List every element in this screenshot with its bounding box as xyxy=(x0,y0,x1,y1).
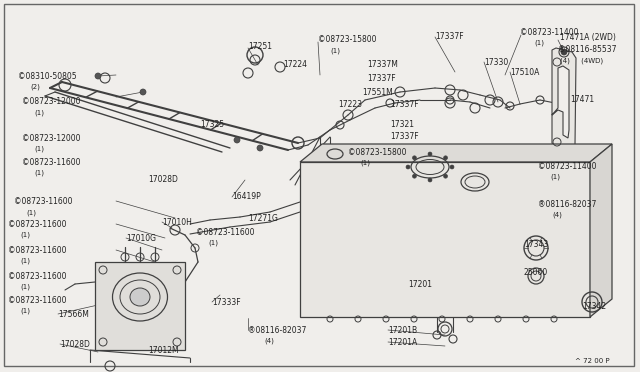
Circle shape xyxy=(95,73,101,79)
Circle shape xyxy=(428,152,432,156)
Text: 17012M: 17012M xyxy=(148,346,179,355)
Text: (4): (4) xyxy=(264,338,274,344)
Text: ©08723-11600: ©08723-11600 xyxy=(8,220,67,229)
Circle shape xyxy=(450,165,454,169)
Text: (1): (1) xyxy=(34,146,44,153)
Circle shape xyxy=(444,156,447,160)
Text: (4): (4) xyxy=(552,212,562,218)
Text: ®08116-82037: ®08116-82037 xyxy=(248,326,307,335)
Text: ©08723-11400: ©08723-11400 xyxy=(538,162,596,171)
Circle shape xyxy=(140,89,146,95)
Text: 17325: 17325 xyxy=(200,120,224,129)
Text: (1): (1) xyxy=(34,170,44,176)
Polygon shape xyxy=(300,162,590,317)
Text: 17510A: 17510A xyxy=(510,68,540,77)
Text: (1): (1) xyxy=(208,240,218,247)
Text: ©08723-11600: ©08723-11600 xyxy=(196,228,255,237)
Text: 17321: 17321 xyxy=(390,120,414,129)
Circle shape xyxy=(406,165,410,169)
Text: ®08116-82037: ®08116-82037 xyxy=(538,200,596,209)
Polygon shape xyxy=(300,144,612,162)
Text: 17330: 17330 xyxy=(484,58,508,67)
Text: 17342: 17342 xyxy=(582,302,606,311)
Text: (1): (1) xyxy=(26,209,36,215)
Text: (1): (1) xyxy=(20,284,30,291)
Text: 16419P: 16419P xyxy=(232,192,260,201)
Circle shape xyxy=(234,137,240,143)
Text: 17333F: 17333F xyxy=(212,298,241,307)
Text: (1): (1) xyxy=(34,109,44,115)
Text: 17251: 17251 xyxy=(248,42,272,51)
Text: ©08723-11600: ©08723-11600 xyxy=(8,272,67,281)
Text: 17028D: 17028D xyxy=(148,175,178,184)
Polygon shape xyxy=(95,262,185,350)
Text: ©08723-12000: ©08723-12000 xyxy=(22,97,81,106)
Text: ©08723-11600: ©08723-11600 xyxy=(14,197,72,206)
Text: 17224: 17224 xyxy=(283,60,307,69)
Text: 17028D: 17028D xyxy=(60,340,90,349)
Text: 17337M: 17337M xyxy=(367,60,398,69)
Circle shape xyxy=(412,174,417,178)
Text: 17471: 17471 xyxy=(570,95,594,104)
Text: 17201: 17201 xyxy=(408,280,432,289)
Circle shape xyxy=(257,145,263,151)
Text: ©08723-11400: ©08723-11400 xyxy=(520,28,579,37)
Text: ©08723-15800: ©08723-15800 xyxy=(318,35,376,44)
Text: ©08723-15800: ©08723-15800 xyxy=(348,148,406,157)
Text: (1): (1) xyxy=(20,258,30,264)
Polygon shape xyxy=(552,48,576,150)
Text: 17551M: 17551M xyxy=(362,88,393,97)
Text: (1): (1) xyxy=(20,232,30,238)
Polygon shape xyxy=(590,144,612,317)
Text: ©08723-11600: ©08723-11600 xyxy=(8,246,67,255)
Text: 17471A (2WD): 17471A (2WD) xyxy=(560,33,616,42)
Text: 17223: 17223 xyxy=(338,100,362,109)
Text: (4)     (4WD): (4) (4WD) xyxy=(560,57,603,64)
Text: 17010H: 17010H xyxy=(162,218,192,227)
Text: ©08723-12000: ©08723-12000 xyxy=(22,134,81,143)
Text: 17201A: 17201A xyxy=(388,338,417,347)
Text: 17010G: 17010G xyxy=(126,234,156,243)
Text: ^ 72 00 P: ^ 72 00 P xyxy=(575,358,610,364)
Text: (1): (1) xyxy=(550,174,560,180)
Text: 17566M: 17566M xyxy=(58,310,89,319)
Circle shape xyxy=(561,49,567,55)
Text: (1): (1) xyxy=(360,160,370,167)
Text: (1): (1) xyxy=(534,40,544,46)
Ellipse shape xyxy=(130,288,150,306)
Text: ©08723-11600: ©08723-11600 xyxy=(8,296,67,305)
Text: (1): (1) xyxy=(20,308,30,314)
Text: (1): (1) xyxy=(330,47,340,54)
Text: 17343: 17343 xyxy=(524,240,548,249)
Text: 25060: 25060 xyxy=(524,268,548,277)
Circle shape xyxy=(428,178,432,182)
Text: 17337F: 17337F xyxy=(390,132,419,141)
Text: ©08723-11600: ©08723-11600 xyxy=(22,158,81,167)
Circle shape xyxy=(412,156,417,160)
Text: 17271G: 17271G xyxy=(248,214,278,223)
Text: 17337F: 17337F xyxy=(390,100,419,109)
Text: ®08116-85537: ®08116-85537 xyxy=(558,45,616,54)
Text: (2): (2) xyxy=(30,84,40,90)
Text: 17337F: 17337F xyxy=(367,74,396,83)
Text: 17337F: 17337F xyxy=(435,32,463,41)
Circle shape xyxy=(444,174,447,178)
Text: 17201B: 17201B xyxy=(388,326,417,335)
Text: ©08310-50805: ©08310-50805 xyxy=(18,72,77,81)
